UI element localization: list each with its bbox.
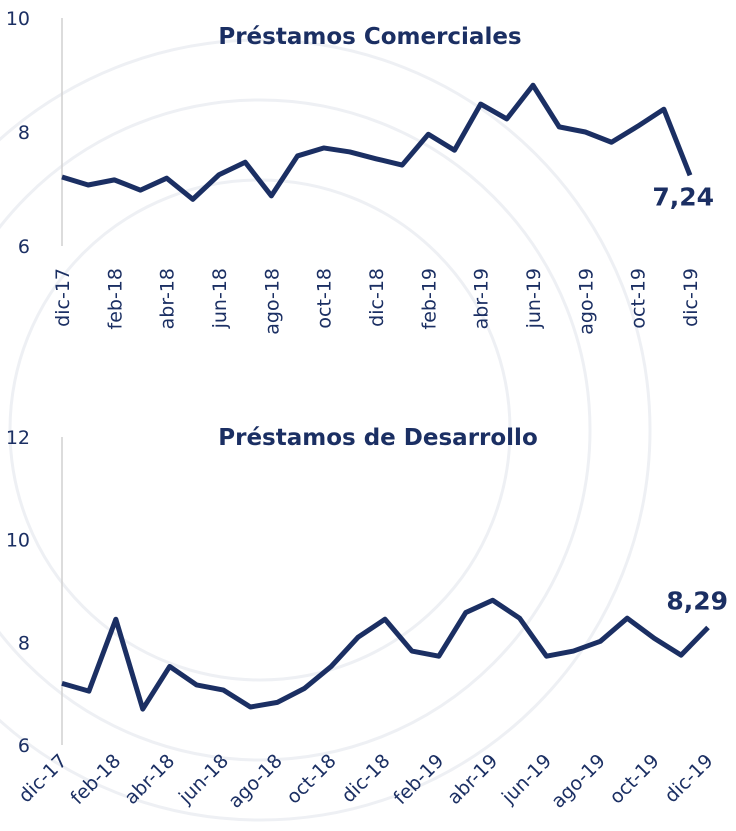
x-tick-label: oct-18 [314, 268, 336, 329]
x-tick-label: dic-19 [680, 268, 702, 327]
x-tick-label: abr-19 [471, 268, 493, 329]
value-label: 7,24 [652, 182, 714, 211]
x-tick-label: jun-19 [497, 750, 556, 809]
x-tick-label: oct-19 [628, 268, 650, 329]
x-tick-label: dic-17 [52, 268, 74, 327]
x-tick-label: ago-19 [547, 750, 610, 813]
x-tick-label: abr-18 [157, 268, 179, 329]
line-series [61, 82, 693, 202]
x-tick-label: jun-18 [174, 750, 233, 809]
x-tick-label: jun-19 [523, 268, 545, 329]
y-tick-label: 8 [18, 632, 30, 654]
y-tick-label: 10 [6, 8, 30, 30]
x-tick-label: feb-19 [389, 750, 448, 809]
x-tick-label: abr-18 [120, 750, 179, 809]
chart-title: Préstamos Comerciales [218, 24, 521, 50]
x-tick-label: feb-19 [418, 268, 440, 329]
x-tick-label: dic-17 [14, 750, 71, 807]
x-tick-label: feb-18 [104, 268, 126, 329]
x-tick-label: feb-18 [66, 750, 125, 809]
y-tick-label: 6 [18, 735, 30, 757]
y-tick-label: 8 [18, 122, 30, 144]
x-tick-label: abr-19 [443, 750, 502, 809]
line-series [61, 597, 710, 712]
watermark [0, 38, 652, 822]
y-tick-label: 10 [6, 530, 30, 552]
x-tick-label: jun-18 [209, 268, 231, 329]
x-tick-label: oct-19 [605, 750, 663, 808]
x-tick-label: dic-19 [660, 750, 717, 807]
x-tick-label: dic-18 [366, 268, 388, 327]
value-label: 8,29 [666, 586, 728, 615]
y-tick-label: 12 [6, 427, 30, 449]
y-tick-label: 6 [18, 236, 30, 258]
x-tick-label: ago-19 [575, 268, 597, 335]
chart-title: Préstamos de Desarrollo [218, 425, 538, 451]
x-tick-label: ago-18 [261, 268, 283, 335]
